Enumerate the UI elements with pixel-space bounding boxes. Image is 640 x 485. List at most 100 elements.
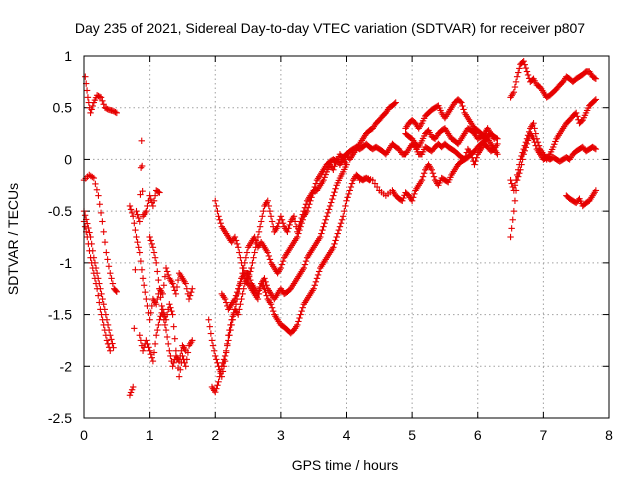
data-point <box>217 220 224 227</box>
data-point <box>126 202 134 210</box>
data-point <box>516 65 523 72</box>
data-point <box>343 197 350 204</box>
data-point <box>460 156 467 164</box>
data-point <box>264 197 271 204</box>
data-point <box>222 299 230 306</box>
data-point <box>225 337 232 344</box>
data-point <box>233 240 241 248</box>
data-point <box>330 166 337 173</box>
data-point <box>152 332 160 339</box>
data-point <box>98 290 105 298</box>
data-point <box>150 349 158 356</box>
data-point <box>520 151 527 158</box>
data-point <box>399 197 406 204</box>
data-point <box>419 173 427 180</box>
data-point <box>103 249 110 256</box>
data-point <box>170 359 177 367</box>
data-point <box>128 209 136 217</box>
data-point <box>420 170 428 177</box>
data-point <box>174 276 182 284</box>
data-point <box>96 93 103 100</box>
data-point <box>189 285 196 292</box>
data-point <box>373 183 381 191</box>
data-point <box>313 275 321 282</box>
data-point <box>207 330 215 337</box>
data-point <box>183 356 191 363</box>
data-point <box>158 302 165 310</box>
data-point <box>89 264 96 272</box>
data-point <box>532 130 539 137</box>
data-point <box>87 254 94 261</box>
data-point <box>264 249 271 256</box>
data-point <box>151 254 159 261</box>
data-point <box>255 287 263 294</box>
data-point <box>88 106 95 113</box>
data-point <box>591 97 598 104</box>
data-point <box>347 183 355 191</box>
data-point <box>266 256 274 263</box>
data-point <box>278 216 286 223</box>
data-point <box>286 221 293 229</box>
data-point <box>312 180 320 187</box>
data-point <box>86 247 93 254</box>
data-point <box>521 61 528 68</box>
data-point <box>295 318 302 325</box>
data-point <box>90 174 98 182</box>
data-point <box>161 321 169 329</box>
data-point <box>148 240 156 248</box>
data-point <box>235 285 242 292</box>
data-point <box>185 295 193 303</box>
data-point <box>214 359 221 367</box>
data-point <box>391 100 398 107</box>
data-point <box>242 254 250 261</box>
data-point <box>133 207 140 215</box>
data-point <box>128 386 136 393</box>
data-point <box>524 71 532 79</box>
data-point <box>154 326 161 334</box>
data-point <box>167 352 174 360</box>
data-point <box>104 340 112 348</box>
data-point <box>517 166 524 173</box>
data-point <box>523 68 531 75</box>
x-tick-label: 4 <box>343 427 351 443</box>
data-point <box>270 307 277 315</box>
data-point <box>471 161 478 168</box>
data-point <box>151 192 159 199</box>
data-point <box>508 180 515 187</box>
data-point <box>205 316 212 323</box>
data-point <box>458 99 465 106</box>
data-point <box>85 240 92 248</box>
data-point <box>591 74 598 82</box>
data-point <box>130 383 137 391</box>
data-point <box>291 218 299 225</box>
data-point <box>171 335 178 342</box>
data-point <box>96 299 103 306</box>
data-point <box>231 233 239 241</box>
chart-title: Day 235 of 2021, Sidereal Day-to-day VTE… <box>75 20 585 36</box>
data-point <box>429 170 437 177</box>
data-points <box>80 57 600 399</box>
data-point <box>102 332 110 339</box>
data-point <box>159 290 166 298</box>
data-point <box>330 244 337 251</box>
data-point <box>263 292 270 299</box>
data-point <box>135 214 142 222</box>
data-point <box>307 197 314 204</box>
x-tick-label: 0 <box>80 427 88 443</box>
data-point <box>298 220 305 227</box>
data-point <box>217 368 224 375</box>
data-point <box>150 249 158 256</box>
data-point <box>310 187 317 194</box>
data-point <box>154 268 161 275</box>
data-point <box>298 307 305 315</box>
data-point <box>107 270 114 277</box>
data-point <box>162 326 170 334</box>
data-point <box>144 202 151 210</box>
data-point <box>369 176 376 184</box>
data-point <box>530 135 537 142</box>
data-point <box>182 363 189 370</box>
data-point <box>507 233 514 241</box>
data-point <box>215 213 222 220</box>
data-point <box>494 135 501 142</box>
data-point <box>206 323 213 330</box>
